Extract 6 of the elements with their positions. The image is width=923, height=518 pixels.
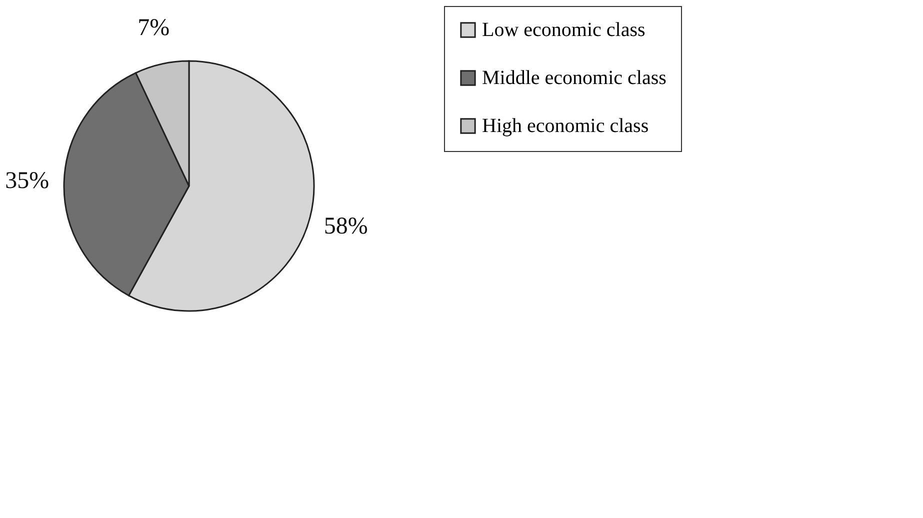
data-label: 35% — [5, 168, 50, 194]
legend-label: Middle economic class — [482, 67, 667, 89]
data-label: 7% — [138, 14, 170, 41]
data-label: 58% — [324, 213, 368, 240]
legend-label: High economic class — [482, 115, 649, 137]
legend-label: Low economic class — [482, 19, 646, 41]
